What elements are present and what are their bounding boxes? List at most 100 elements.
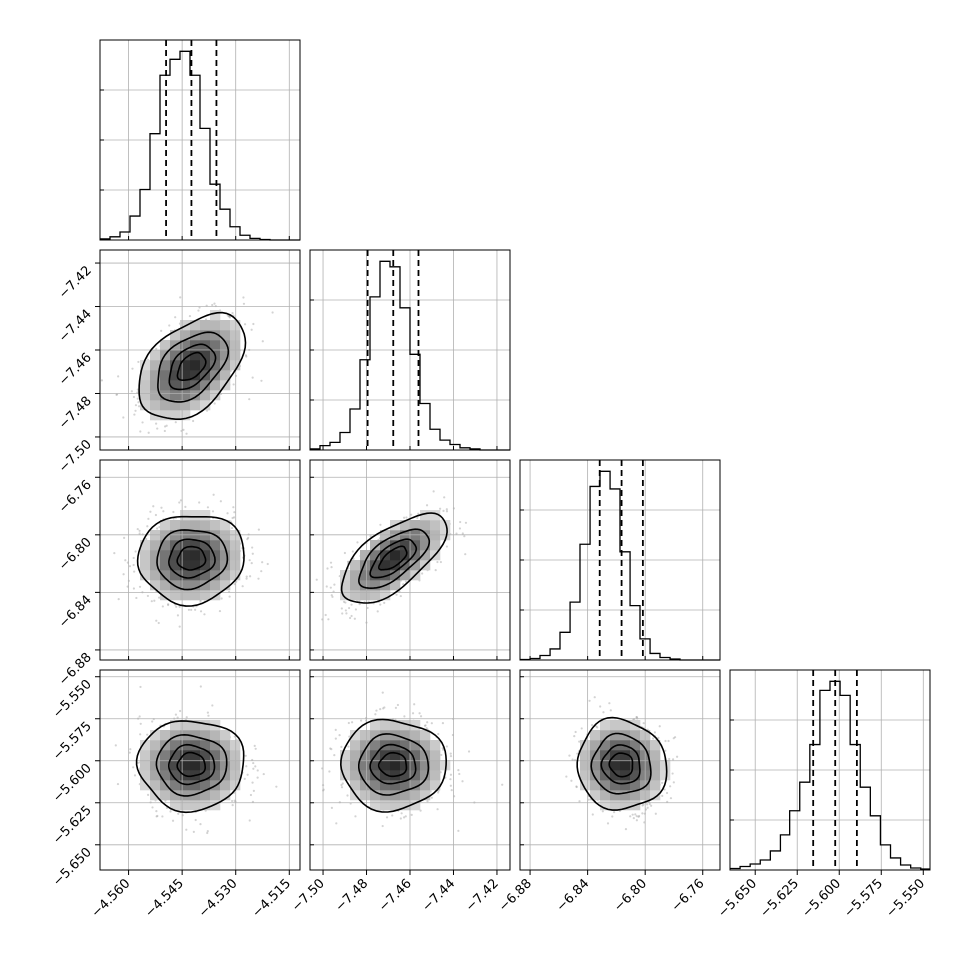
scatter-point: [436, 808, 439, 811]
density-bin: [190, 800, 201, 811]
density-bin: [400, 770, 411, 781]
scatter-point: [437, 732, 440, 736]
scatter-point: [139, 722, 142, 725]
scatter-point: [578, 800, 581, 803]
density-bin: [610, 760, 621, 771]
scatter-point: [232, 516, 236, 519]
density-bin: [420, 790, 431, 801]
density-bin: [180, 330, 191, 341]
scatter-point: [176, 716, 179, 719]
density-bin: [230, 320, 241, 331]
density-bin: [160, 770, 171, 781]
density-bin: [150, 760, 161, 771]
scatter-point: [426, 800, 429, 803]
scatter-point: [155, 815, 158, 818]
scatter-point: [402, 516, 406, 519]
density-bin: [180, 370, 191, 381]
scatter-point: [199, 610, 203, 613]
density-bin: [140, 560, 151, 571]
scatter-point: [182, 428, 185, 431]
scatter-point: [185, 716, 188, 719]
density-bin: [590, 790, 601, 801]
scatter-point: [661, 781, 664, 785]
density-bin: [180, 340, 191, 351]
contour-line: [377, 545, 408, 571]
density-bin: [150, 350, 161, 361]
density-bin: [360, 570, 371, 581]
density-bin: [350, 770, 361, 781]
density-bin: [400, 790, 411, 801]
density-bin: [150, 360, 161, 371]
density-bin: [420, 550, 431, 561]
density-bin: [180, 350, 191, 361]
scatter-point: [341, 782, 344, 785]
density-bin: [370, 780, 381, 791]
scatter-point: [231, 311, 234, 315]
scatter-point: [256, 769, 259, 772]
scatter-point: [338, 734, 341, 737]
scatter-point: [334, 737, 337, 740]
density-bin: [370, 550, 381, 561]
density-bin: [430, 770, 441, 781]
contour-line: [600, 744, 641, 785]
scatter-point: [449, 752, 452, 755]
scatter-point: [602, 711, 605, 714]
density-bin: [380, 540, 391, 551]
y-tick-label: −5.550: [50, 677, 95, 722]
scatter-point: [250, 328, 253, 331]
density-bin: [170, 750, 181, 761]
scatter-point: [254, 765, 257, 768]
density-bin: [160, 520, 171, 531]
scatter-point: [424, 724, 427, 727]
contour-line: [155, 733, 228, 797]
scatter-point: [445, 510, 449, 513]
scatter-point: [248, 559, 251, 562]
scatter-point: [395, 593, 398, 596]
scatter-point: [635, 815, 638, 818]
density-bin: [370, 760, 381, 771]
density-bin: [350, 570, 361, 581]
scatter-point: [330, 594, 333, 597]
scatter-point: [675, 755, 679, 758]
density-bin: [160, 410, 171, 421]
density-bin: [140, 390, 151, 401]
density-bin: [140, 540, 151, 551]
y-tick-label: −6.76: [56, 477, 95, 516]
scatter-point: [654, 812, 657, 815]
density-bin: [220, 560, 231, 571]
density-bin: [170, 520, 181, 531]
scatter-point: [402, 816, 406, 819]
scatter-point: [631, 813, 634, 816]
panel-frame-0-3: [99, 669, 301, 871]
density-bin: [600, 780, 611, 791]
scatter-point: [341, 612, 344, 615]
scatter-point: [252, 761, 255, 765]
scatter-point: [134, 550, 137, 553]
scatter-point: [117, 375, 120, 378]
density-bin: [200, 790, 211, 801]
scatter-point: [348, 616, 352, 620]
scatter-point: [244, 754, 247, 757]
density-bin: [650, 790, 661, 801]
density-bin: [170, 360, 181, 371]
scatter-point: [588, 699, 591, 702]
scatter-point: [130, 390, 133, 393]
density-bin: [210, 320, 221, 331]
density-bin: [430, 780, 441, 791]
density-bin: [610, 790, 621, 801]
scatter-point: [606, 822, 610, 825]
density-bin: [350, 560, 361, 571]
scatter-point: [172, 510, 175, 514]
density-bin: [650, 780, 661, 791]
scatter-point: [437, 791, 440, 794]
scatter-point: [262, 772, 265, 776]
scatter-point: [375, 709, 378, 712]
density-bin: [190, 760, 201, 771]
scatter-point: [450, 788, 453, 792]
density-bin: [630, 750, 641, 761]
contour-line: [358, 528, 431, 590]
scatter-point: [197, 309, 200, 312]
scatter-point: [246, 538, 249, 541]
scatter-point: [335, 822, 338, 825]
scatter-point: [442, 509, 445, 512]
